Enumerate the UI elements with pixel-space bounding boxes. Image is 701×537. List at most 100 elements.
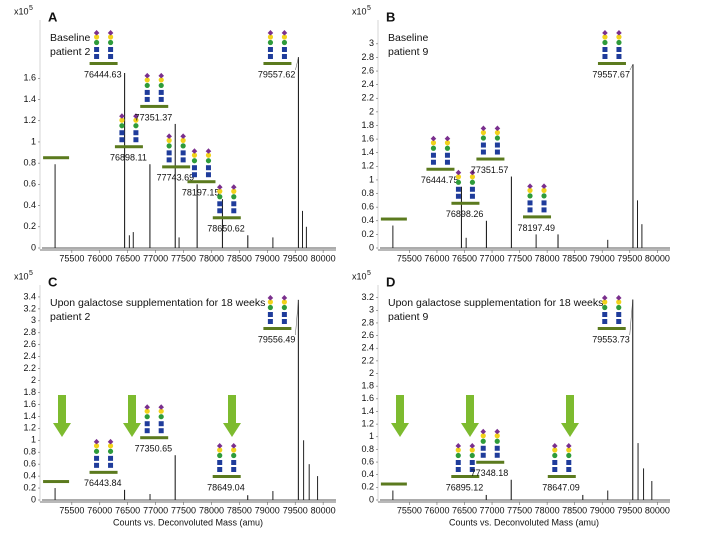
- peak-label: 79557.62: [258, 69, 296, 79]
- glycan-hexnac: [217, 201, 223, 207]
- arrow: [391, 395, 409, 437]
- y-tick-label: 0: [31, 242, 36, 252]
- glycan-bar: [89, 470, 118, 474]
- glycan-galactose: [480, 433, 486, 439]
- glycan-bar: [523, 215, 552, 219]
- y-tick-label: 1.4: [361, 147, 374, 157]
- y-tick-label: 2: [31, 375, 36, 385]
- x-tick-label: 77500: [507, 505, 532, 515]
- x-tick-label: 77000: [143, 505, 168, 515]
- y-tick-label: 1.6: [23, 399, 36, 409]
- arrow: [223, 395, 241, 437]
- glycan-bar: [547, 475, 576, 478]
- glycan-mannose: [494, 438, 500, 444]
- glycan-hexnac: [231, 460, 237, 465]
- glycan-hexnac: [566, 467, 572, 472]
- y-tick-label: 1.6: [361, 133, 374, 143]
- glycan-hexnac: [267, 319, 273, 324]
- x-tick-label: 75500: [59, 253, 84, 263]
- glycan-sialic: [107, 30, 114, 36]
- y-tick-label: 2.6: [23, 339, 36, 349]
- glycan-hexnac: [566, 460, 572, 465]
- glycan-hexnac: [444, 159, 450, 165]
- y-tick-label: 1.8: [361, 120, 374, 130]
- y-tick-label: 1.6: [361, 393, 374, 403]
- glycan-galactose: [217, 188, 223, 194]
- glycan-galactose: [469, 447, 475, 453]
- glycan-galactose: [469, 174, 476, 180]
- glycan-hexnac: [180, 157, 186, 163]
- glycan-mannose: [527, 193, 533, 199]
- panel-description: patient 2: [50, 311, 90, 323]
- glycan-sialic: [430, 135, 437, 142]
- panel-label: A: [48, 9, 58, 24]
- x-tick-label: 78500: [562, 253, 587, 263]
- glycan-galactose: [552, 447, 558, 453]
- arrow: [123, 395, 141, 437]
- glycan-mannose: [430, 145, 437, 151]
- glycan-mannose: [191, 158, 198, 164]
- glycan-mannose: [166, 143, 172, 149]
- glycan-galactose: [480, 129, 487, 136]
- glycan-bar: [597, 327, 626, 330]
- y-tick-label: 0: [31, 494, 36, 504]
- glycan-mannose: [107, 39, 114, 46]
- glycan-sialic: [281, 295, 288, 301]
- glycan-bar: [476, 460, 505, 464]
- peak-label: 76444.63: [84, 69, 122, 79]
- y-tick-label: 1: [31, 435, 36, 445]
- peak-label: 78650.62: [207, 224, 245, 234]
- glycan-hexnac: [602, 47, 608, 52]
- glycan-hexnac: [430, 152, 436, 158]
- glycan-galactose: [231, 447, 237, 453]
- x-tick-label: 77500: [171, 505, 196, 515]
- x-tick-label: 75500: [397, 253, 422, 263]
- panel-description: Baseline: [50, 32, 90, 44]
- glycan-galactose: [616, 299, 622, 305]
- x-tick-label: 78000: [199, 253, 224, 263]
- x-tick-label: 80000: [311, 505, 336, 515]
- glycan-galactose: [455, 447, 461, 453]
- glycan-sialic: [615, 295, 622, 301]
- glycan-mannose: [217, 452, 223, 459]
- y-tick-label: 0.6: [361, 456, 374, 466]
- y-tick-label: 3.2: [361, 292, 374, 302]
- glycan-mannose: [281, 39, 288, 46]
- glycan-sialic: [480, 428, 487, 435]
- peak-label: 76444.75: [421, 175, 459, 185]
- glycan-galactose: [180, 137, 186, 143]
- glycan-mannose: [231, 194, 237, 200]
- x-tick-label: 79000: [255, 505, 280, 515]
- glycan-hexnac: [616, 54, 622, 59]
- y-tick-label: 0.6: [361, 202, 374, 212]
- y-tick-label: 0.4: [361, 469, 374, 479]
- y-tick-label: 2.4: [23, 351, 36, 361]
- panel-label: C: [48, 274, 58, 289]
- glycan-mannose: [205, 158, 212, 164]
- glycan-sialic: [144, 72, 151, 79]
- glycan-hexnac: [430, 159, 436, 165]
- leader-line: [629, 299, 633, 336]
- peak-label: 78197.15: [182, 188, 220, 198]
- glycan-bar: [114, 145, 143, 149]
- glycan-hexnac: [166, 157, 172, 163]
- glycan-hexnac: [281, 319, 287, 324]
- glycan-hexnac: [281, 47, 287, 52]
- glycan-galactose: [158, 408, 164, 414]
- y-tick-label: 1.4: [23, 411, 36, 421]
- glycan-galactose: [119, 117, 125, 123]
- y-unit: x10: [14, 271, 29, 281]
- y-tick-label: 1.2: [361, 161, 374, 171]
- peak-label: 78649.04: [207, 482, 245, 492]
- glycan-galactose: [267, 34, 274, 40]
- glycan-sialic: [267, 30, 274, 36]
- peak-label: 77743.69: [157, 173, 195, 183]
- glycan-galactose: [541, 187, 547, 193]
- x-tick-label: 77500: [171, 253, 196, 263]
- glycan-hexnac: [616, 47, 622, 52]
- glycan-hexnac: [191, 165, 197, 171]
- glycan-hexnac: [602, 312, 608, 317]
- glycan-galactose: [494, 129, 501, 136]
- glycan-hexnac: [527, 200, 533, 206]
